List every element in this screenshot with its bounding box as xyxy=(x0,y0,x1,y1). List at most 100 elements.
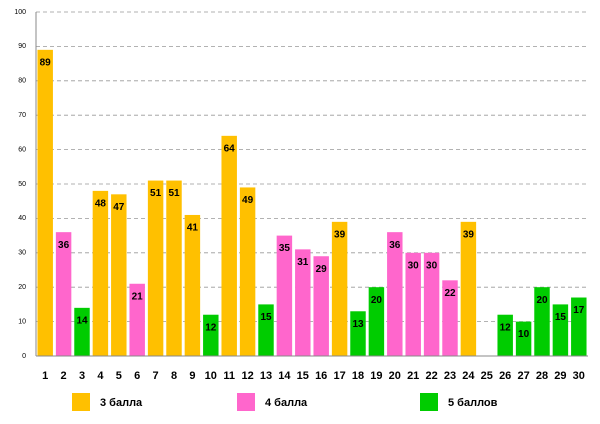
x-tick-label: 7 xyxy=(153,370,159,382)
x-tick-label: 1 xyxy=(42,370,48,382)
legend-swatch xyxy=(237,393,255,411)
value-label: 22 xyxy=(444,288,456,299)
x-tick-label: 2 xyxy=(61,370,67,382)
bar xyxy=(368,287,385,356)
x-tick-label: 9 xyxy=(189,370,195,382)
value-label: 10 xyxy=(518,329,530,340)
x-tick-label: 12 xyxy=(241,370,253,382)
bar xyxy=(147,180,164,356)
x-tick-label: 3 xyxy=(79,370,85,382)
value-label: 31 xyxy=(297,257,309,268)
x-tick-label: 5 xyxy=(116,370,122,382)
bar xyxy=(276,235,293,356)
bar xyxy=(442,280,458,356)
value-label: 47 xyxy=(113,202,125,213)
value-label: 36 xyxy=(389,240,401,251)
bar xyxy=(295,249,311,356)
x-tick-label: 29 xyxy=(554,370,566,382)
x-tick-label: 18 xyxy=(352,370,364,382)
bar xyxy=(203,314,219,356)
bar xyxy=(423,252,440,356)
bar xyxy=(405,252,421,356)
legend-swatch xyxy=(420,393,438,411)
bar xyxy=(166,180,182,356)
y-tick-label: 70 xyxy=(18,112,26,119)
value-label: 49 xyxy=(242,195,254,206)
bar xyxy=(313,256,329,356)
x-tick-label: 10 xyxy=(205,370,217,382)
bar xyxy=(460,221,477,356)
x-tick-label: 30 xyxy=(573,370,585,382)
y-tick-label: 90 xyxy=(18,43,26,50)
value-label: 17 xyxy=(573,305,585,316)
value-label: 14 xyxy=(76,315,88,326)
x-tick-label: 11 xyxy=(223,370,235,382)
value-label: 21 xyxy=(132,291,144,302)
x-tick-label: 19 xyxy=(370,370,382,382)
bar xyxy=(55,232,72,356)
value-label: 29 xyxy=(316,264,328,275)
bar xyxy=(515,321,532,356)
bar xyxy=(111,194,127,356)
x-tick-label: 21 xyxy=(407,370,419,382)
x-tick-label: 27 xyxy=(517,370,529,382)
value-label: 41 xyxy=(187,223,199,234)
bar xyxy=(331,221,348,356)
bar xyxy=(552,304,569,356)
value-label: 15 xyxy=(555,312,567,323)
value-label: 30 xyxy=(408,260,420,271)
value-label: 51 xyxy=(168,188,180,199)
y-tick-label: 100 xyxy=(14,9,26,16)
x-tick-label: 24 xyxy=(462,370,475,382)
value-label: 39 xyxy=(334,229,346,240)
y-tick-label: 20 xyxy=(18,284,26,291)
x-tick-label: 8 xyxy=(171,370,177,382)
value-label: 48 xyxy=(95,199,107,210)
legend-label: 5 баллов xyxy=(448,397,498,409)
bar xyxy=(571,297,587,356)
value-label: 89 xyxy=(40,57,52,68)
value-label: 30 xyxy=(426,260,438,271)
x-tick-label: 16 xyxy=(315,370,327,382)
value-label: 39 xyxy=(463,229,475,240)
y-tick-label: 40 xyxy=(18,215,26,222)
x-tick-label: 23 xyxy=(444,370,456,382)
y-tick-label: 50 xyxy=(18,181,26,188)
x-tick-label: 6 xyxy=(134,370,140,382)
y-tick-label: 60 xyxy=(18,146,26,153)
x-tick-label: 17 xyxy=(333,370,345,382)
x-tick-label: 14 xyxy=(278,370,291,382)
y-tick-label: 10 xyxy=(18,318,26,325)
value-label: 12 xyxy=(500,322,512,333)
bar xyxy=(221,135,237,356)
x-tick-label: 20 xyxy=(389,370,401,382)
bar xyxy=(37,49,53,357)
x-tick-label: 15 xyxy=(297,370,309,382)
bar xyxy=(258,304,274,356)
x-tick-label: 4 xyxy=(97,370,104,382)
value-label: 35 xyxy=(279,243,291,254)
value-label: 36 xyxy=(58,240,70,251)
bar xyxy=(92,190,109,356)
y-tick-label: 30 xyxy=(18,250,26,257)
value-label: 20 xyxy=(536,295,548,306)
value-label: 64 xyxy=(224,143,236,154)
bar xyxy=(350,311,366,356)
bar xyxy=(184,214,201,356)
bar xyxy=(387,232,403,356)
legend-label: 4 балла xyxy=(265,397,308,409)
legend-swatch xyxy=(72,393,90,411)
value-label: 20 xyxy=(371,295,383,306)
y-tick-label: 0 xyxy=(22,353,26,360)
x-tick-label: 26 xyxy=(499,370,511,382)
value-label: 13 xyxy=(352,319,364,330)
value-label: 51 xyxy=(150,188,162,199)
bar xyxy=(129,283,145,356)
bar xyxy=(239,187,256,356)
x-tick-label: 28 xyxy=(536,370,548,382)
bar xyxy=(74,307,90,356)
bar xyxy=(497,314,513,356)
legend-label: 3 балла xyxy=(100,397,143,409)
value-label: 15 xyxy=(260,312,272,323)
